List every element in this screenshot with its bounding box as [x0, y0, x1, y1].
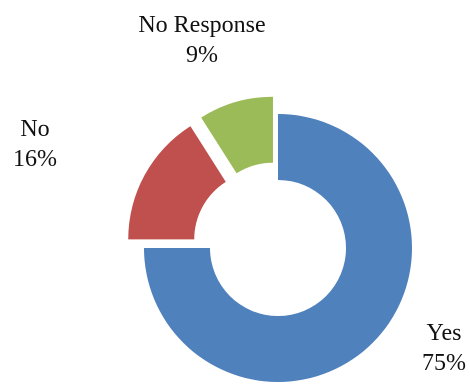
slice-no-response [201, 96, 273, 174]
slice-label-yes: Yes [427, 320, 462, 346]
slice-label-no: No [20, 116, 49, 142]
slice-value-no-response: 9% [186, 42, 218, 68]
slice-value-no: 16% [13, 146, 57, 172]
slice-value-yes: 75% [422, 350, 466, 376]
chart-slices [128, 96, 412, 382]
slice-yes [144, 114, 412, 382]
slice-no [128, 126, 226, 240]
chart-labels: Yes 75% No 16% No Response 9% [13, 12, 466, 376]
slice-label-no-response: No Response [138, 12, 265, 38]
